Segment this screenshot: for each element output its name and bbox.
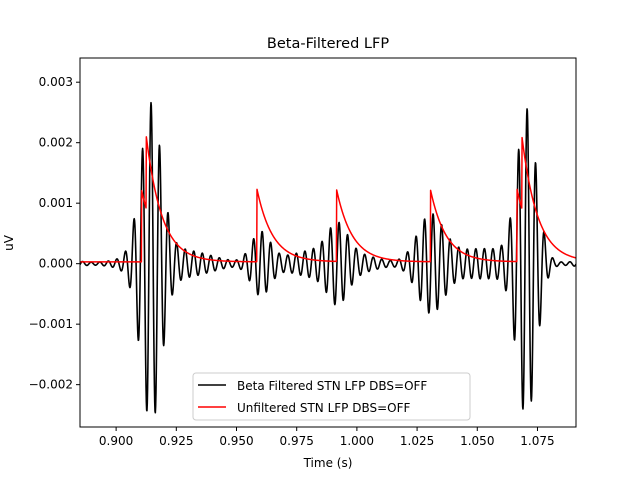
chart-title: Beta-Filtered LFP [267,36,389,52]
x-tick-label: 1.000 [340,434,374,448]
x-axis-label: Time (s) [303,456,353,470]
y-tick-label: 0.000 [39,257,73,271]
x-tick-label: 0.950 [219,434,253,448]
legend-label-beta: Beta Filtered STN LFP DBS=OFF [237,379,427,393]
series-line-unfiltered [80,136,576,263]
x-tick-label: 1.075 [520,434,554,448]
y-tick-label: −0.001 [29,317,73,331]
x-tick-label: 0.925 [159,434,193,448]
y-axis: −0.002 −0.001 0.000 0.001 0.002 0.003 [29,75,80,392]
x-tick-label: 0.900 [99,434,133,448]
axes-frame [79,57,577,428]
legend-label-unfiltered: Unfiltered STN LFP DBS=OFF [237,401,411,415]
plot-area [80,101,576,414]
series-line-beta [80,101,576,414]
x-tick-label: 1.025 [400,434,434,448]
legend: Beta Filtered STN LFP DBS=OFF Unfiltered… [192,372,471,421]
y-tick-label: 0.002 [39,136,73,150]
x-tick-label: 0.975 [280,434,314,448]
legend-box [192,372,471,421]
x-axis: 0.900 0.925 0.950 0.975 1.000 1.025 1.050 1.075 [99,427,555,448]
y-tick-label: 0.003 [39,75,73,89]
y-tick-label: 0.001 [39,196,73,210]
x-tick-label: 1.050 [460,434,494,448]
y-axis-label: uV [2,234,16,251]
y-tick-label: −0.002 [29,378,73,392]
